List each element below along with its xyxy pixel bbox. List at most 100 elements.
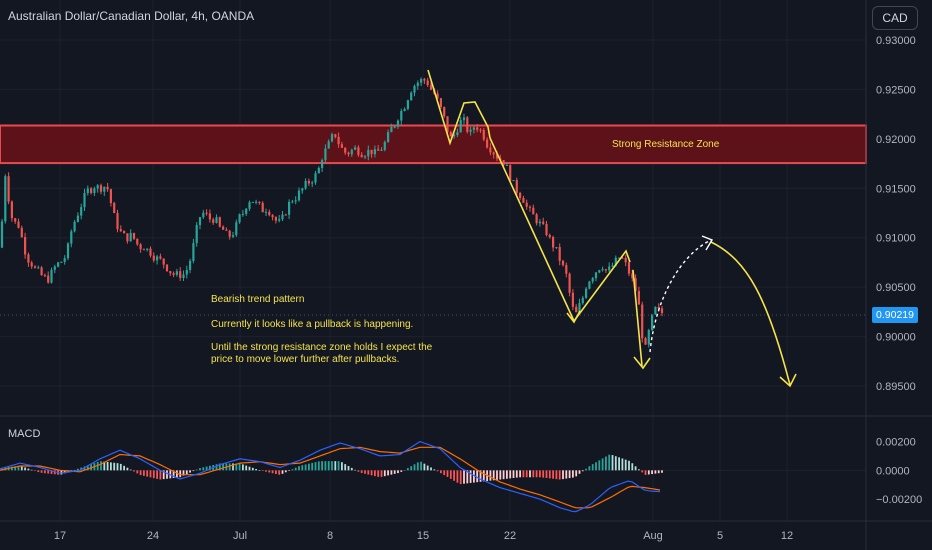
macd-histogram-bar <box>377 470 380 477</box>
macd-histogram-bar <box>271 470 274 474</box>
candle-body <box>251 201 254 203</box>
candle-body <box>10 201 13 219</box>
trend-leg-2[interactable] <box>632 269 643 367</box>
macd-tick-label: −0.00200 <box>876 494 922 506</box>
candle-body <box>380 149 383 151</box>
candle-body <box>222 226 225 230</box>
macd-histogram-bar <box>542 470 545 478</box>
macd-histogram-bar <box>63 470 66 474</box>
candle-body <box>627 262 631 274</box>
macd-histogram-bar <box>512 470 515 479</box>
candle-body <box>354 147 357 150</box>
dotted-pullback-arrow[interactable] <box>649 239 712 353</box>
zigzag-top[interactable] <box>427 69 491 146</box>
macd-histogram-bar <box>24 467 26 471</box>
macd-histogram-bar <box>251 467 254 471</box>
arrow-head-2[interactable] <box>633 356 651 370</box>
macd-histogram-bar <box>591 464 594 471</box>
candle-body <box>175 271 178 275</box>
candle-body <box>383 142 386 150</box>
macd-indicator-label[interactable]: MACD <box>8 428 41 440</box>
candle-body <box>248 202 251 209</box>
time-tick-label: 8 <box>327 530 333 542</box>
macd-histogram-bar <box>159 470 162 480</box>
future-arrow-head[interactable] <box>779 373 797 388</box>
candle-body <box>327 141 330 149</box>
price-tick-label: 0.90000 <box>876 332 916 344</box>
resistance-zone[interactable] <box>0 124 867 165</box>
macd-histogram-bar <box>275 470 277 475</box>
price-axis[interactable]: 0.93000 0.92500 0.92000 0.91500 0.91000 0.905… <box>876 35 916 393</box>
candle-body <box>86 188 89 194</box>
candle-body <box>594 272 598 279</box>
macd-axis[interactable]: 0.00200 0.0000 −0.00200 <box>876 437 922 507</box>
candle-body <box>436 93 439 99</box>
candle-body <box>149 248 152 256</box>
candle-body <box>509 165 512 181</box>
candle-body <box>123 231 126 234</box>
macd-histogram-bar <box>294 467 297 471</box>
macd-histogram-bar <box>281 470 284 474</box>
candle-body <box>519 192 522 198</box>
macd-histogram-bar <box>96 461 99 471</box>
candle-body <box>565 265 568 274</box>
macd-histogram-bar <box>298 466 300 471</box>
macd-histogram-bar <box>255 468 257 471</box>
candle-body <box>103 186 106 192</box>
candle-body <box>538 221 541 224</box>
candle-body <box>192 243 195 261</box>
macd-histogram-bar <box>641 470 644 473</box>
candle-body <box>443 106 446 117</box>
trend-leg-1[interactable] <box>489 137 575 322</box>
candle-body <box>212 219 215 223</box>
macd-signal-line <box>0 446 661 509</box>
macd-histogram-bar <box>446 470 449 477</box>
currency-selector[interactable]: CAD <box>872 6 918 30</box>
annotation-line-3a: Until the strong resistance zone holds I… <box>211 342 433 353</box>
macd-histogram-bar <box>631 463 634 471</box>
candle-body <box>90 188 93 193</box>
candle-body <box>264 211 268 213</box>
macd-histogram-bar <box>40 470 43 473</box>
candle-body <box>195 224 198 244</box>
price-tick-label: 0.92500 <box>876 84 916 96</box>
candle-body <box>344 147 347 153</box>
candle-body <box>126 233 129 242</box>
macd-histogram-bar <box>185 470 188 475</box>
macd-histogram-bar <box>532 470 535 478</box>
candle-body <box>426 80 429 86</box>
candle-body <box>238 214 241 223</box>
macd-histogram-bar <box>598 460 601 471</box>
candle-body <box>439 98 442 107</box>
dotted-arrow-head[interactable] <box>701 235 714 251</box>
time-axis[interactable]: 17 24 Jul 8 15 22 Aug 5 12 <box>54 530 793 542</box>
macd-group <box>0 440 866 513</box>
candle-body <box>393 126 396 128</box>
candle-body <box>142 249 145 251</box>
candle-body <box>535 214 538 224</box>
candle-body <box>109 189 112 203</box>
candle-body <box>146 248 149 250</box>
time-tick-label: 17 <box>54 530 66 542</box>
candle-body <box>24 237 27 255</box>
candle-body <box>179 271 182 278</box>
candle-body <box>113 202 116 214</box>
candle-body <box>515 180 518 193</box>
macd-histogram-bar <box>390 470 393 475</box>
candle-body <box>532 207 535 215</box>
macd-histogram-bar <box>304 464 307 471</box>
macd-histogram-bar <box>506 470 508 479</box>
macd-histogram-bar <box>327 461 330 471</box>
candle-body <box>314 173 317 183</box>
pullback-leg[interactable] <box>573 249 631 322</box>
macd-histogram-bar <box>242 464 244 471</box>
macd-histogram-bar <box>585 468 587 471</box>
candle-body <box>387 132 390 143</box>
macd-histogram-bar <box>522 470 525 478</box>
macd-histogram-bar <box>525 470 528 478</box>
macd-histogram-bar <box>162 470 165 480</box>
candle-body <box>330 134 334 142</box>
macd-histogram-bar <box>119 463 122 471</box>
future-arrow[interactable] <box>710 241 791 386</box>
